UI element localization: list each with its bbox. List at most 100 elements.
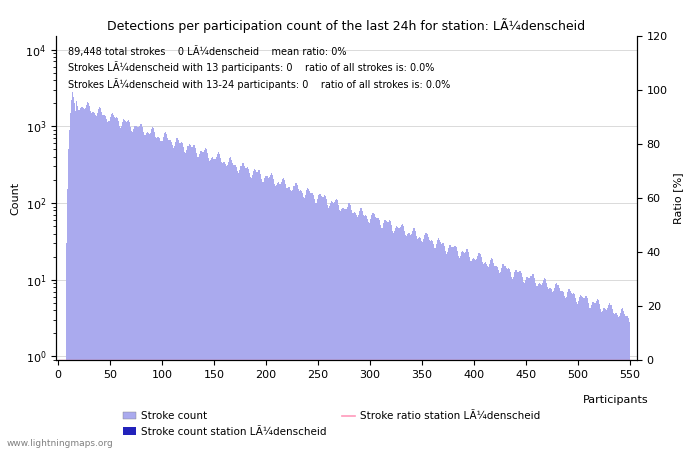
Bar: [553, 292, 554, 450]
Bar: [100, 108, 102, 450]
Bar: [195, 148, 196, 450]
Text: 89,448 total strokes    0 LÃ¼denscheid    mean ratio: 0%
Strokes LÃ¼denscheid wi: 89,448 total strokes 0 LÃ¼denscheid mean…: [68, 46, 450, 90]
Bar: [123, 119, 124, 450]
Bar: [410, 234, 411, 450]
Bar: [166, 134, 167, 450]
Title: Detections per participation count of the last 24h for station: LÃ¼denscheid: Detections per participation count of th…: [107, 18, 586, 33]
Bar: [412, 231, 413, 450]
Y-axis label: Count: Count: [10, 181, 20, 215]
Bar: [517, 272, 518, 450]
Bar: [128, 120, 130, 450]
Bar: [380, 225, 381, 450]
Bar: [545, 279, 546, 450]
Bar: [229, 158, 230, 450]
Bar: [598, 300, 599, 450]
Bar: [544, 278, 545, 450]
Bar: [295, 183, 297, 450]
Bar: [172, 145, 173, 450]
Bar: [136, 127, 138, 450]
Bar: [379, 220, 380, 450]
Bar: [518, 273, 519, 450]
Bar: [489, 264, 490, 450]
Bar: [511, 277, 512, 450]
Bar: [496, 266, 497, 450]
Bar: [222, 163, 223, 450]
Bar: [438, 238, 439, 450]
Bar: [73, 97, 74, 450]
Bar: [197, 157, 198, 450]
Bar: [280, 184, 281, 450]
Bar: [409, 233, 410, 450]
Bar: [310, 193, 312, 450]
Bar: [94, 113, 95, 450]
Bar: [384, 220, 385, 450]
Bar: [175, 142, 176, 450]
Bar: [571, 293, 572, 450]
Bar: [430, 240, 432, 450]
Bar: [235, 165, 237, 450]
Bar: [153, 128, 154, 450]
Bar: [563, 292, 564, 450]
Bar: [608, 305, 610, 450]
Bar: [74, 103, 75, 450]
Bar: [606, 310, 608, 450]
Bar: [220, 162, 222, 450]
Bar: [351, 213, 353, 450]
Bar: [259, 171, 260, 450]
Bar: [79, 110, 81, 450]
Bar: [537, 286, 538, 450]
Bar: [307, 188, 308, 450]
Bar: [480, 253, 481, 450]
Bar: [158, 137, 160, 450]
Bar: [301, 190, 302, 450]
Bar: [520, 271, 521, 450]
Bar: [255, 171, 256, 450]
Bar: [492, 259, 493, 450]
Bar: [566, 297, 567, 450]
Bar: [528, 278, 529, 450]
Bar: [344, 209, 346, 450]
Bar: [271, 174, 272, 450]
Bar: [119, 126, 120, 450]
Bar: [299, 191, 300, 450]
Bar: [374, 217, 376, 450]
Bar: [398, 228, 400, 450]
Bar: [202, 152, 203, 450]
Bar: [419, 237, 420, 450]
Bar: [381, 229, 382, 450]
Bar: [111, 113, 113, 450]
Bar: [199, 154, 200, 450]
Bar: [88, 103, 89, 450]
Bar: [578, 301, 580, 450]
Bar: [314, 199, 315, 450]
Bar: [298, 189, 299, 450]
Bar: [210, 160, 211, 450]
Bar: [377, 218, 378, 450]
Bar: [623, 310, 624, 450]
Bar: [308, 189, 309, 450]
Bar: [547, 287, 548, 450]
Bar: [121, 126, 122, 450]
Bar: [510, 272, 511, 450]
Bar: [361, 208, 362, 450]
Bar: [98, 109, 99, 450]
Bar: [313, 194, 314, 450]
Bar: [170, 140, 171, 450]
Bar: [466, 249, 467, 450]
Bar: [75, 111, 76, 450]
Bar: [164, 132, 166, 450]
Bar: [488, 266, 489, 450]
Bar: [190, 147, 192, 450]
Bar: [182, 144, 183, 450]
Bar: [122, 122, 123, 450]
Bar: [612, 313, 614, 450]
Bar: [291, 191, 293, 450]
Bar: [441, 243, 442, 450]
Bar: [618, 317, 619, 450]
Bar: [627, 316, 628, 450]
Bar: [138, 127, 139, 450]
Bar: [116, 117, 117, 450]
Bar: [194, 145, 195, 450]
Bar: [180, 143, 181, 450]
Bar: [211, 158, 212, 450]
